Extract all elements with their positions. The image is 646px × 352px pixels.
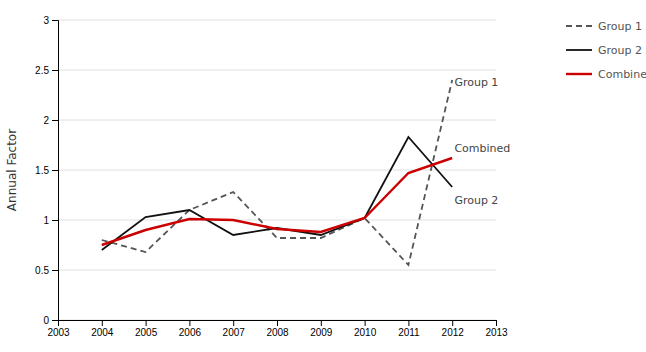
x-tick: 2012: [442, 320, 465, 338]
grid-line: [58, 120, 496, 121]
legend-swatch: [566, 73, 592, 75]
grid-line: [58, 220, 496, 221]
annotation: Group 1: [454, 76, 498, 89]
x-tick-mark: [496, 320, 497, 326]
x-tick-mark: [189, 320, 190, 326]
x-tick: 2003: [47, 320, 70, 338]
y-axis-title: Annual Factor: [5, 129, 19, 211]
y-tick-label: 0.5: [35, 265, 49, 276]
x-tick: 2007: [223, 320, 246, 338]
series-line: [102, 158, 452, 245]
x-tick-label: 2013: [485, 327, 508, 338]
x-axis: 2003 2004 2005 2006 2007 2008 2009 2010 2011 2012…: [47, 320, 508, 338]
x-tick: 2010: [354, 320, 377, 338]
legend-item: Group 1: [566, 20, 642, 33]
x-tick-label: 2009: [310, 327, 333, 338]
x-axis-line: [59, 321, 497, 327]
x-tick: 2005: [135, 320, 158, 338]
annotation: Combined: [454, 142, 510, 155]
x-tick-label: 2005: [135, 327, 158, 338]
series-line: [102, 80, 452, 265]
x-tick: 2011: [398, 320, 420, 338]
y-tick-label: 1: [43, 215, 49, 226]
grid-line: [58, 70, 496, 71]
y-grid: [58, 20, 496, 320]
y-tick: 3: [43, 15, 58, 26]
x-tick-mark: [146, 320, 147, 326]
y-axis-line: [52, 21, 59, 321]
annotation: Group 2: [454, 194, 498, 207]
y-tick-label: 0: [43, 315, 49, 326]
grid-line: [58, 270, 496, 271]
grid-line: [58, 20, 496, 21]
y-tick-label: 2.5: [35, 65, 49, 76]
legend-item: Combined: [566, 68, 646, 81]
legend-label: Group 2: [598, 44, 642, 57]
legend-swatch: [566, 25, 592, 27]
x-tick-label: 2008: [266, 327, 289, 338]
y-tick: 0.5: [35, 265, 58, 276]
y-tick-label: 1.5: [35, 165, 49, 176]
x-tick-mark: [233, 320, 234, 326]
x-tick-label: 2007: [223, 327, 246, 338]
y-tick-mark: [52, 20, 58, 21]
plot: 2003200420052006200720082009201020112012…: [35, 15, 510, 338]
y-tick-mark: [52, 120, 58, 121]
lines: [102, 80, 452, 265]
x-tick-label: 2010: [354, 327, 377, 338]
y-tick: 1.5: [35, 165, 58, 176]
x-tick-mark: [365, 320, 366, 326]
y-tick: 2: [43, 115, 58, 126]
y-tick: 2.5: [35, 65, 58, 76]
legend: Group 1 Group 2 Combined: [566, 20, 646, 81]
x-tick-label: 2004: [91, 327, 114, 338]
x-tick-label: 2003: [47, 327, 70, 338]
x-tick-mark: [321, 320, 322, 326]
y-tick-mark: [52, 70, 58, 71]
x-tick-mark: [408, 320, 409, 326]
x-tick: 2013: [485, 320, 508, 338]
legend-item: Group 2: [566, 44, 642, 57]
y-tick-label: 3: [43, 15, 49, 26]
legend-label: Group 1: [598, 20, 642, 33]
y-tick-mark: [52, 320, 58, 321]
y-tick: 0: [43, 315, 58, 326]
x-tick-label: 2012: [442, 327, 465, 338]
y-tick-mark: [52, 270, 58, 271]
x-tick-mark: [102, 320, 103, 326]
x-tick-label: 2011: [398, 327, 420, 338]
x-tick-mark: [277, 320, 278, 326]
y-tick: 1: [43, 215, 58, 226]
legend-swatch: [566, 49, 592, 51]
y-tick-mark: [52, 220, 58, 221]
y-axis: 0 0.5 1 1.5 2 2.5 3: [35, 15, 58, 326]
legend-label: Combined: [598, 68, 646, 81]
chart: 2003200420052006200720082009201020112012…: [0, 0, 646, 352]
y-tick-label: 2: [43, 115, 49, 126]
x-tick-label: 2006: [179, 327, 202, 338]
x-tick-mark: [452, 320, 453, 326]
series-line: [102, 137, 452, 250]
x-tick: 2008: [266, 320, 289, 338]
annotations: Group 1 Combined Group 2: [454, 76, 510, 207]
x-tick: 2006: [179, 320, 202, 338]
x-tick: 2009: [310, 320, 333, 338]
x-tick: 2004: [91, 320, 114, 338]
y-tick-mark: [52, 170, 58, 171]
